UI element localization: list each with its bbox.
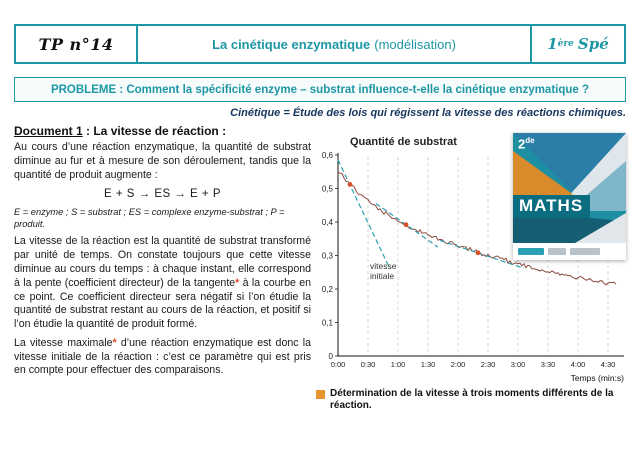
paragraph-speed: La vitesse de la réaction est la quantit… bbox=[14, 235, 311, 331]
level-number: 1 bbox=[547, 35, 558, 53]
svg-text:1:30: 1:30 bbox=[421, 360, 436, 369]
maths-textbook-cover: 2de MATHS bbox=[513, 133, 626, 260]
svg-text:0: 0 bbox=[329, 352, 334, 361]
svg-text:0,6: 0,6 bbox=[322, 151, 334, 160]
tp-number: TP n°14 bbox=[16, 26, 138, 62]
book-publisher-strip bbox=[513, 243, 626, 260]
svg-text:2:30: 2:30 bbox=[481, 360, 496, 369]
caption-marker-square bbox=[316, 390, 325, 399]
publisher-logo bbox=[548, 248, 566, 255]
footnote-star-tangente: * bbox=[235, 276, 240, 289]
paragraph-speed-text1: La vitesse de la réaction est la quantit… bbox=[14, 235, 311, 289]
caption-text: Détermination de la vitesse à trois mome… bbox=[330, 388, 614, 411]
substrate-chart-figure: Quantité de substrat 0:00 0:30 1:00 1:30 2:0… bbox=[312, 136, 628, 412]
worksheet-title: La cinétique enzymatique (modélisation) bbox=[138, 26, 530, 62]
book-grade-badge: 2de bbox=[518, 136, 535, 151]
paragraph-intro: Au cours d’une réaction enzymatique, la … bbox=[14, 141, 311, 181]
document1-heading: Document 1 : La vitesse de réaction : bbox=[14, 124, 226, 138]
paragraph-max-speed-text1: La vitesse maximale bbox=[14, 336, 113, 349]
chart-caption: Détermination de la vitesse à trois mome… bbox=[316, 388, 624, 412]
substrate-chart: 0:00 0:30 1:00 1:30 2:00 2:30 3:00 3:30 4:00 4:30… bbox=[322, 151, 625, 383]
svg-text:0,1: 0,1 bbox=[322, 319, 334, 328]
paragraph-max-speed-text2: d’une réaction enzymatique est donc la v… bbox=[14, 336, 311, 377]
publisher-logo bbox=[570, 248, 600, 255]
svg-text:0:30: 0:30 bbox=[361, 360, 376, 369]
svg-text:4:30: 4:30 bbox=[601, 360, 616, 369]
svg-text:initiale: initiale bbox=[370, 271, 394, 281]
svg-text:0:00: 0:00 bbox=[331, 360, 346, 369]
book-title: MATHS bbox=[513, 195, 591, 218]
problem-banner: PROBLEME : Comment la spécificité enzyme… bbox=[14, 77, 626, 102]
svg-text:3:00: 3:00 bbox=[511, 360, 526, 369]
paragraph-speed-text2: à la courbe en ce point. Ce coefficient … bbox=[14, 276, 311, 331]
svg-text:3:30: 3:30 bbox=[541, 360, 556, 369]
equation-legend: E = enzyme ; S = substrat ; ES = complex… bbox=[14, 207, 285, 229]
svg-text:0,3: 0,3 bbox=[322, 252, 334, 261]
svg-text:4:00: 4:00 bbox=[571, 360, 586, 369]
footnote-star-maximale: * bbox=[112, 336, 117, 349]
book-grade-number: 2 bbox=[518, 136, 526, 152]
title-parenthetical: (modélisation) bbox=[374, 36, 456, 52]
paragraph-max-speed: La vitesse maximale* d’une réaction enzy… bbox=[14, 337, 311, 378]
svg-text:0,4: 0,4 bbox=[322, 218, 334, 227]
document1-body: Au cours d’une réaction enzymatique, la … bbox=[14, 141, 311, 383]
svg-text:0,5: 0,5 bbox=[322, 185, 334, 194]
svg-text:Temps (min:s): Temps (min:s) bbox=[571, 373, 625, 383]
title-main: La cinétique enzymatique bbox=[212, 36, 371, 52]
document1-heading-rest: : La vitesse de réaction : bbox=[82, 124, 227, 138]
svg-text:vitesse: vitesse bbox=[370, 261, 397, 271]
kinetics-definition: Cinétique = Étude des lois qui régissent… bbox=[230, 107, 626, 119]
class-level: 1 ère Spé bbox=[530, 26, 624, 62]
level-word: Spé bbox=[577, 35, 609, 53]
publisher-logo bbox=[518, 248, 544, 255]
level-ordinal: ère bbox=[557, 39, 574, 49]
svg-text:0,2: 0,2 bbox=[322, 285, 334, 294]
chart-title: Quantité de substrat bbox=[350, 136, 457, 148]
svg-text:2:00: 2:00 bbox=[451, 360, 466, 369]
problem-text: PROBLEME : Comment la spécificité enzyme… bbox=[50, 83, 590, 96]
reaction-equation: E + S → ES → E + P bbox=[103, 188, 221, 201]
svg-text:1:00: 1:00 bbox=[391, 360, 406, 369]
worksheet-header: TP n°14 La cinétique enzymatique (modéli… bbox=[14, 24, 626, 64]
book-grade-sup: de bbox=[525, 136, 535, 145]
document1-label: Document 1 bbox=[14, 124, 83, 138]
